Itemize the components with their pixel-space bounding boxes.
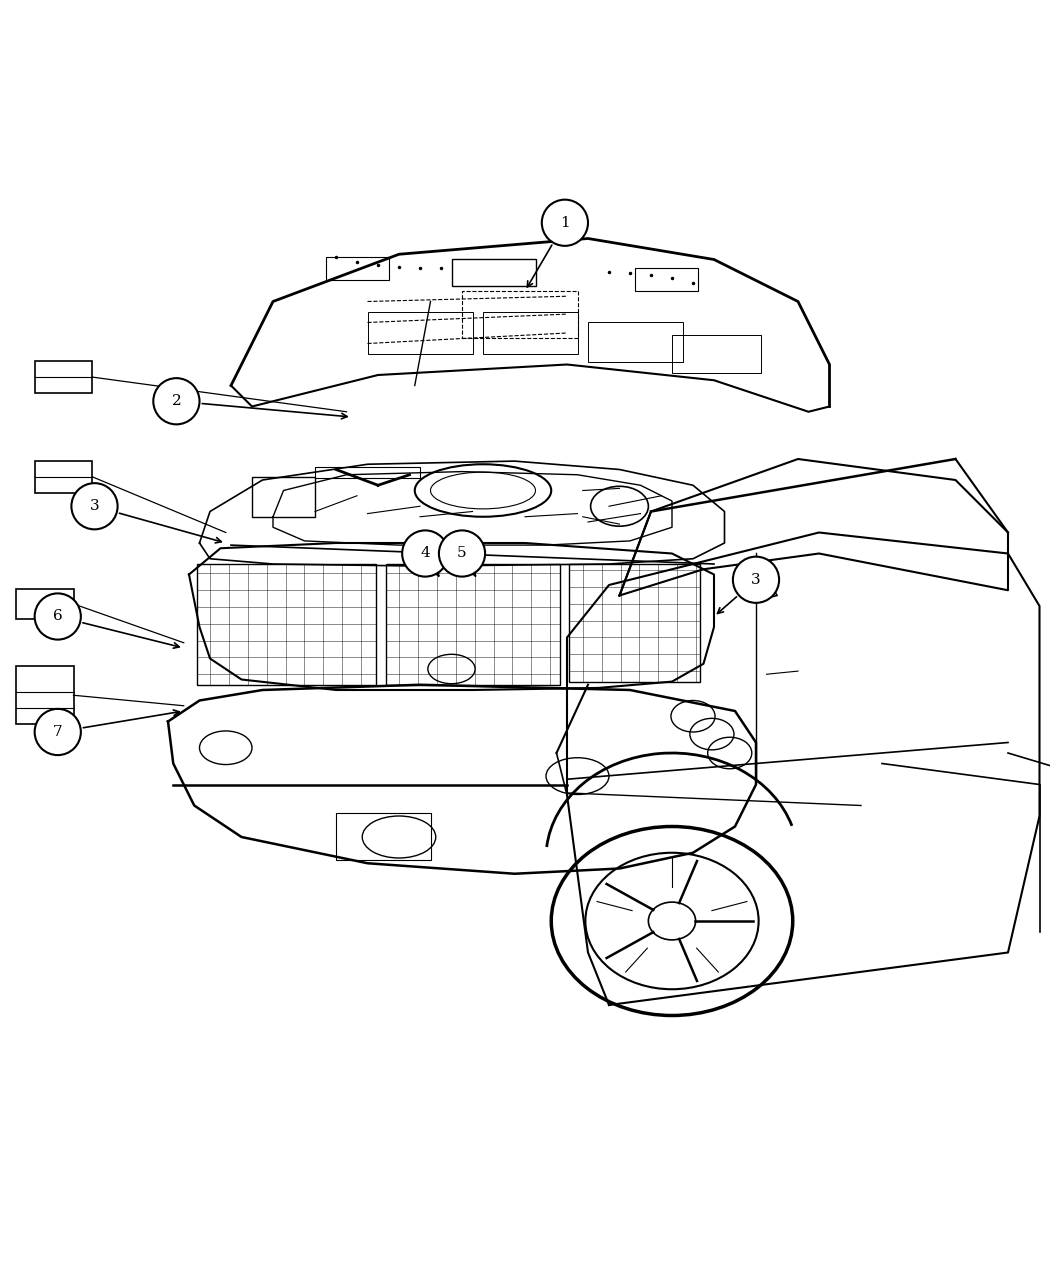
Text: 5: 5	[457, 547, 467, 561]
Circle shape	[153, 379, 200, 425]
Circle shape	[733, 557, 779, 603]
Text: 6: 6	[52, 609, 63, 623]
Bar	[386, 564, 560, 685]
Circle shape	[542, 200, 588, 246]
Bar	[368, 312, 472, 354]
Bar	[452, 260, 536, 286]
Bar	[35, 361, 92, 393]
Bar	[336, 813, 430, 861]
Bar	[462, 291, 578, 338]
Text: 1: 1	[560, 215, 570, 230]
Text: 3: 3	[751, 572, 761, 586]
Circle shape	[402, 530, 448, 576]
Bar	[326, 258, 388, 280]
Circle shape	[35, 593, 81, 640]
Text: 2: 2	[171, 394, 182, 408]
Text: 3: 3	[89, 500, 100, 514]
Text: 7: 7	[52, 725, 63, 739]
Bar	[569, 564, 700, 682]
Bar	[16, 589, 74, 618]
Circle shape	[35, 709, 81, 755]
Bar	[483, 312, 578, 354]
Bar	[252, 477, 315, 516]
Bar	[635, 268, 698, 291]
Bar	[197, 564, 376, 685]
Bar	[35, 462, 92, 492]
Circle shape	[71, 483, 118, 529]
Bar	[588, 323, 682, 362]
Circle shape	[439, 530, 485, 576]
Text: 4: 4	[420, 547, 430, 561]
Bar	[672, 335, 761, 372]
Bar	[315, 468, 420, 478]
Bar	[16, 666, 74, 724]
